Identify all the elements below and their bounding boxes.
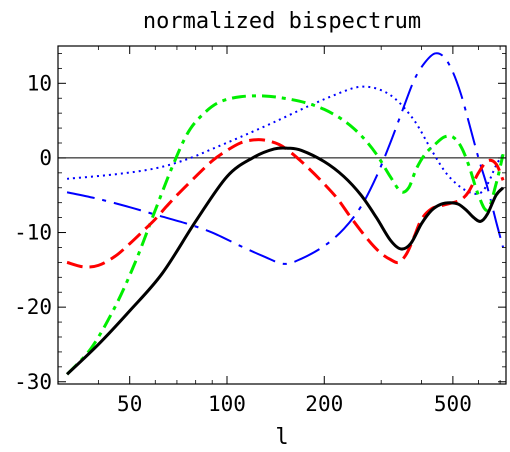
x-tick-label: 500 [434,392,472,416]
chart-title: normalized bispectrum [143,9,421,34]
x-tick-label: 200 [305,392,343,416]
y-tick-label: -20 [14,295,52,319]
x-tick-label: 100 [208,392,246,416]
y-axis: 10 0 -10 -20 -30 [14,53,506,394]
x-axis-label: l [275,425,288,450]
plot-border [57,45,507,385]
y-tick-label: 10 [27,71,52,95]
x-axis: 50 100 200 500 [97,46,501,416]
series-line-5-solid [66,146,505,376]
series-line-3-dash-dot [65,94,505,376]
series-layer [65,52,505,376]
series-line-2-long-dash-dot [66,52,505,265]
y-tick-label: -10 [14,221,52,245]
y-tick-label: -30 [14,370,52,394]
x-tick-label: 50 [117,392,142,416]
plot-frame [57,45,507,385]
y-tick-label: 0 [39,146,52,170]
